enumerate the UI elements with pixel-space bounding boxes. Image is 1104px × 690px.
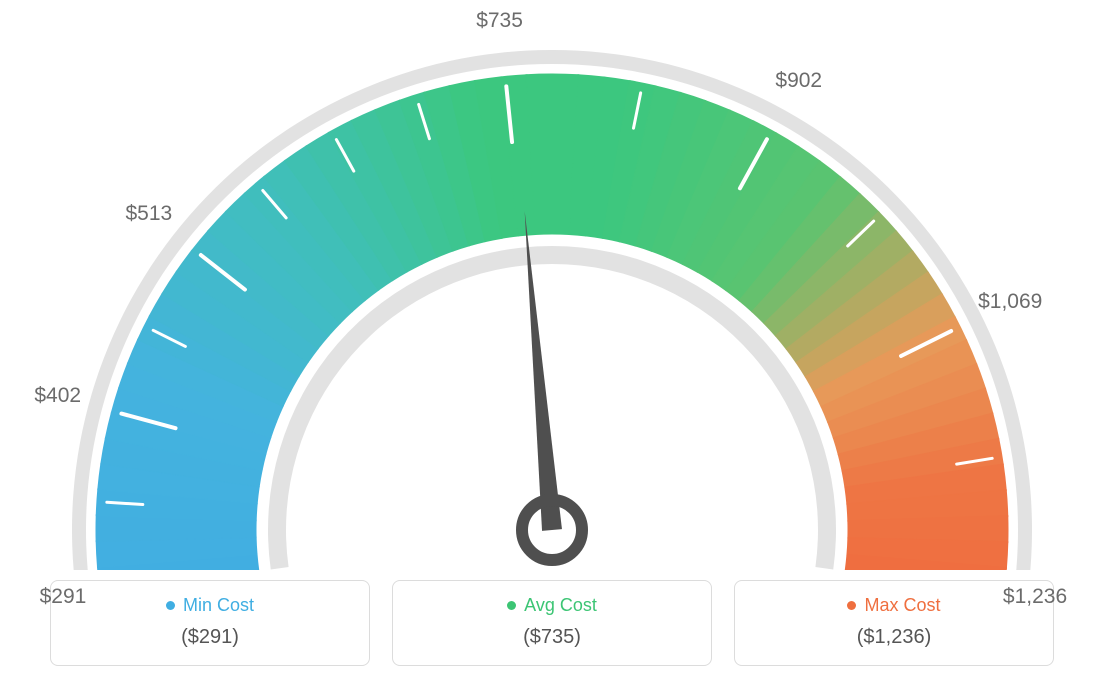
card-avg-title: Avg Cost [524,595,597,616]
card-avg: Avg Cost ($735) [392,580,712,666]
gauge-label: $1,236 [1003,585,1067,609]
card-min-value: ($291) [61,626,359,649]
card-min-title: Min Cost [183,595,254,616]
gauge-label: $735 [476,9,523,33]
card-max-title-row: Max Cost [847,595,940,616]
gauge-label: $513 [126,202,173,226]
gauge-svg [20,20,1084,570]
min-dot [166,601,175,610]
card-max-title: Max Cost [864,595,940,616]
legend-cards: Min Cost ($291) Avg Cost ($735) Max Cost… [20,580,1084,666]
card-min: Min Cost ($291) [50,580,370,666]
avg-dot [507,601,516,610]
card-max-value: ($1,236) [745,626,1043,649]
max-dot [847,601,856,610]
gauge-label: $902 [775,69,822,93]
card-avg-value: ($735) [403,626,701,649]
gauge-label: $402 [34,384,81,408]
gauge-label: $291 [40,585,87,609]
gauge-chart: $291$402$513$735$902$1,069$1,236 [20,20,1084,570]
card-min-title-row: Min Cost [166,595,254,616]
gauge-label: $1,069 [978,290,1042,314]
card-avg-title-row: Avg Cost [507,595,597,616]
